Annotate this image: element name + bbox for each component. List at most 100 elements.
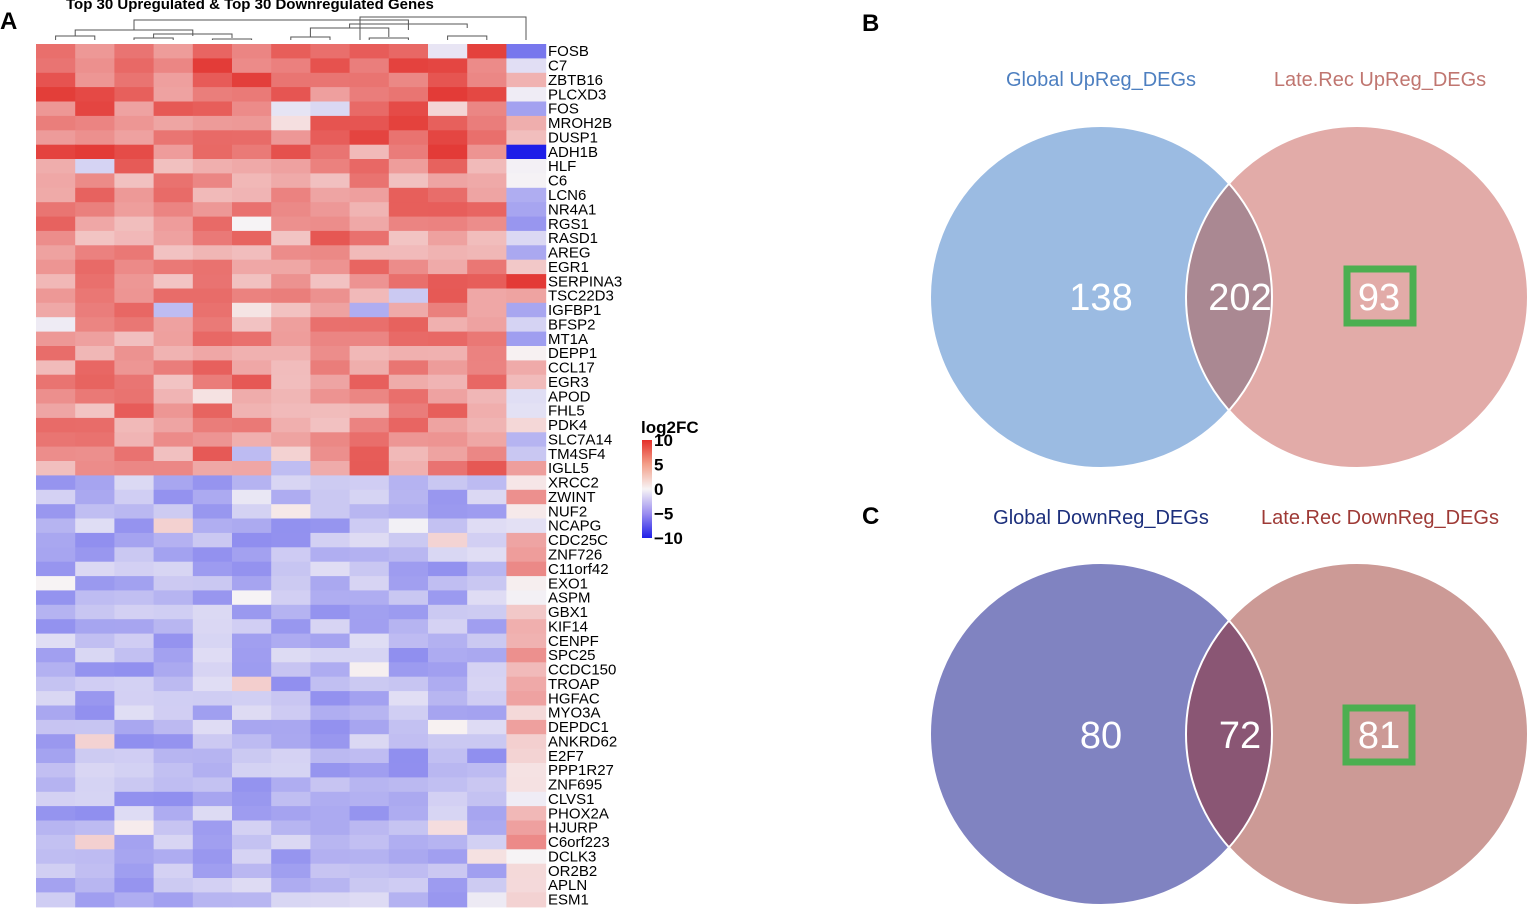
heatmap-cell bbox=[310, 475, 351, 491]
heatmap-cell bbox=[310, 676, 351, 692]
heatmap-cell bbox=[114, 230, 155, 246]
heatmap-cell bbox=[310, 187, 351, 203]
heatmap-cell bbox=[310, 72, 351, 88]
heatmap-cell bbox=[428, 173, 468, 189]
heatmap-cell bbox=[428, 346, 468, 361]
heatmap-cell bbox=[36, 475, 76, 491]
heatmap-cell bbox=[153, 159, 194, 174]
heatmap-cell bbox=[349, 806, 390, 822]
heatmap-cell bbox=[114, 130, 155, 146]
heatmap-cell bbox=[428, 719, 468, 735]
heatmap-cell bbox=[388, 144, 429, 160]
heatmap-cell bbox=[388, 504, 429, 520]
heatmap-cell bbox=[232, 489, 272, 505]
heatmap-cell bbox=[153, 820, 194, 836]
heatmap-cell bbox=[153, 403, 194, 419]
heatmap-cell bbox=[75, 777, 115, 793]
gene-label: HJURP bbox=[548, 820, 598, 837]
heatmap-cell bbox=[192, 173, 233, 189]
heatmap-cell bbox=[75, 44, 115, 59]
heatmap-cell bbox=[349, 360, 390, 376]
heatmap-cell bbox=[271, 346, 311, 361]
heatmap-cell bbox=[349, 274, 390, 290]
heatmap-cell bbox=[153, 417, 194, 433]
heatmap-cell bbox=[153, 115, 194, 131]
heatmap-cell bbox=[114, 662, 155, 678]
heatmap-cell bbox=[192, 259, 233, 275]
heatmap-cell bbox=[310, 648, 351, 663]
heatmap-cell bbox=[232, 417, 272, 433]
venn-down-left-only-count: 80 bbox=[1080, 715, 1122, 757]
heatmap-cell bbox=[114, 403, 155, 419]
heatmap-cell bbox=[192, 590, 233, 606]
heatmap-cell bbox=[75, 274, 115, 290]
heatmap-cell bbox=[232, 648, 272, 663]
heatmap-cell bbox=[232, 806, 272, 822]
heatmap-cell bbox=[232, 820, 272, 836]
venn-up-left-only-count: 138 bbox=[1069, 277, 1132, 319]
heatmap-cell bbox=[75, 403, 115, 419]
heatmap-cell bbox=[349, 763, 390, 778]
heatmap-cell bbox=[232, 763, 272, 778]
heatmap-cell bbox=[506, 288, 547, 304]
heatmap-cell bbox=[153, 302, 194, 318]
heatmap-cell bbox=[388, 576, 429, 592]
heatmap-cell bbox=[153, 863, 194, 879]
heatmap-cell bbox=[153, 44, 194, 59]
heatmap-cell bbox=[36, 302, 76, 318]
heatmap-cell bbox=[75, 475, 115, 491]
heatmap-cell bbox=[114, 389, 155, 405]
heatmap-cell bbox=[506, 274, 547, 290]
heatmap-cell bbox=[349, 705, 390, 721]
heatmap-cell bbox=[349, 604, 390, 620]
heatmap-cell bbox=[388, 662, 429, 678]
heatmap-cell bbox=[192, 820, 233, 836]
gene-label: C6orf223 bbox=[548, 834, 610, 851]
heatmap-cell bbox=[153, 576, 194, 592]
heatmap-cell bbox=[388, 432, 429, 448]
gene-label: DEPDC1 bbox=[548, 719, 609, 736]
heatmap-cell bbox=[467, 892, 507, 908]
gene-label: EGR1 bbox=[548, 259, 589, 276]
heatmap-cell bbox=[428, 691, 468, 707]
venn-down-right-label: Late.Rec DownReg_DEGs bbox=[1261, 507, 1499, 529]
heatmap-cell bbox=[153, 245, 194, 261]
heatmap-cell bbox=[153, 317, 194, 333]
heatmap-cell bbox=[271, 676, 311, 692]
heatmap-cell bbox=[310, 834, 351, 850]
heatmap-cell bbox=[75, 159, 115, 174]
heatmap-cell bbox=[349, 849, 390, 865]
heatmap-cell bbox=[114, 576, 155, 592]
heatmap-cell bbox=[36, 547, 76, 563]
heatmap-cell bbox=[506, 691, 547, 707]
heatmap-cell bbox=[192, 777, 233, 793]
heatmap-cell bbox=[36, 648, 76, 663]
heatmap-cell bbox=[506, 331, 547, 347]
heatmap-cell bbox=[388, 87, 429, 103]
heatmap-cell bbox=[388, 748, 429, 764]
heatmap-cell bbox=[153, 346, 194, 361]
heatmap-cell bbox=[428, 432, 468, 448]
gene-label: SERPINA3 bbox=[548, 273, 622, 290]
legend-tick-label: −5 bbox=[654, 505, 673, 524]
heatmap-cell bbox=[467, 274, 507, 290]
heatmap-cell bbox=[310, 504, 351, 520]
heatmap-cell bbox=[114, 489, 155, 505]
heatmap-cell bbox=[114, 561, 155, 577]
gene-label: FHL5 bbox=[548, 403, 585, 420]
heatmap-cell bbox=[388, 288, 429, 304]
heatmap-cell bbox=[428, 403, 468, 419]
heatmap-cell bbox=[506, 777, 547, 793]
heatmap-cell bbox=[36, 719, 76, 735]
heatmap-cell bbox=[192, 518, 233, 534]
heatmap-cell bbox=[428, 532, 468, 548]
heatmap-cell bbox=[36, 288, 76, 304]
heatmap-cell bbox=[75, 101, 115, 117]
heatmap-cell bbox=[428, 288, 468, 304]
heatmap-cell bbox=[36, 115, 76, 131]
heatmap-cell bbox=[467, 403, 507, 419]
heatmap-cell bbox=[75, 561, 115, 577]
heatmap-cell bbox=[114, 302, 155, 318]
heatmap-cell bbox=[428, 259, 468, 275]
heatmap-cell bbox=[36, 389, 76, 405]
